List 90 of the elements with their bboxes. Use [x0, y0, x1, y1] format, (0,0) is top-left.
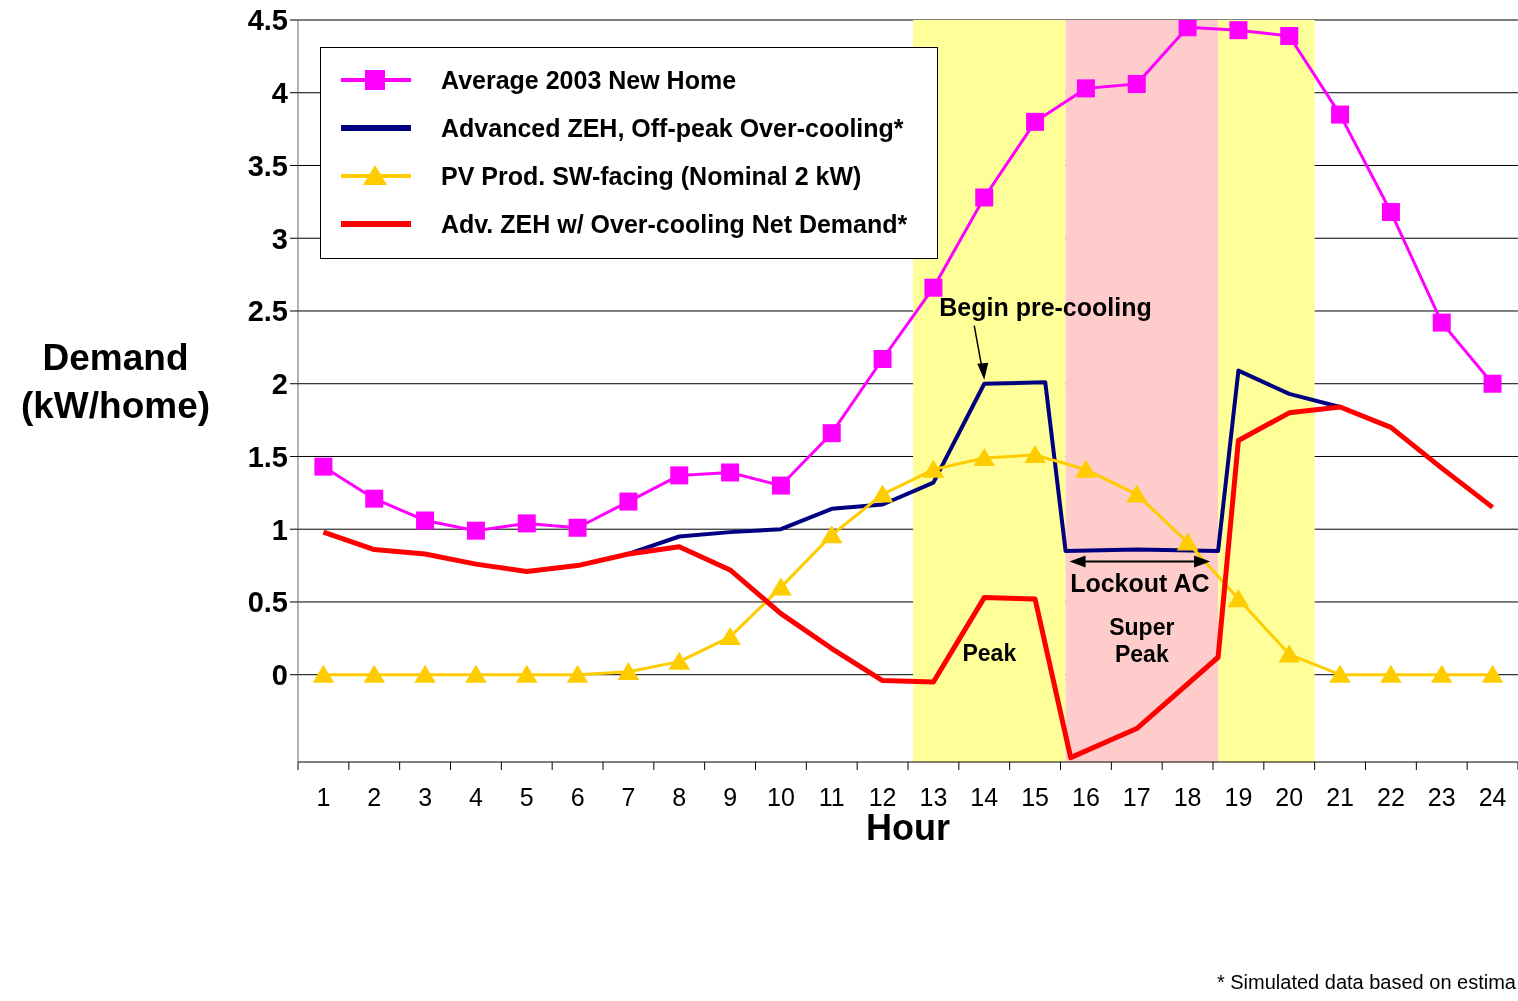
y-axis-title: Demand (kW/home) — [19, 336, 212, 429]
y-tick-label: 2.5 — [247, 295, 288, 328]
x-tick-label: 11 — [818, 783, 845, 811]
x-tick-label: 17 — [1122, 783, 1151, 811]
point — [314, 457, 333, 476]
point — [312, 664, 335, 683]
point — [1125, 484, 1148, 503]
point — [566, 664, 589, 683]
x-tick-label: 9 — [723, 783, 738, 811]
y-tick-label: 1.5 — [247, 440, 288, 473]
point — [363, 664, 386, 683]
point — [568, 518, 587, 537]
point — [1176, 532, 1199, 551]
annotation: Lockout AC — [1070, 568, 1210, 597]
point — [1381, 203, 1400, 222]
point — [414, 664, 436, 683]
point — [365, 489, 384, 508]
point — [465, 664, 487, 683]
point — [416, 511, 435, 530]
x-tick-label: 20 — [1275, 783, 1304, 811]
x-tick-label: 19 — [1224, 783, 1253, 811]
point — [771, 476, 790, 495]
point — [719, 626, 741, 645]
x-tick-label: 1 — [316, 783, 331, 811]
point — [617, 661, 640, 680]
x-tick-label: 16 — [1072, 783, 1100, 811]
point — [973, 448, 996, 467]
y-tick-label: 1 — [271, 513, 288, 546]
x-tick-label: 21 — [1326, 783, 1354, 811]
point — [1227, 589, 1250, 608]
legend-label: Advanced ZEH, Off-peak Over-cooling* — [441, 113, 904, 143]
x-tick-label: 18 — [1173, 783, 1202, 811]
x-tick-label: 6 — [570, 783, 585, 811]
point — [1024, 445, 1046, 464]
point — [873, 349, 892, 368]
point — [515, 664, 538, 683]
point — [822, 424, 841, 443]
x-tick-label: 23 — [1427, 783, 1456, 811]
x-tick-label: 3 — [418, 783, 433, 811]
point — [517, 514, 536, 533]
y-tick-label: 4.5 — [247, 4, 288, 37]
point — [1481, 664, 1504, 683]
point — [466, 521, 485, 540]
point — [1278, 644, 1301, 663]
point — [670, 466, 689, 485]
point — [668, 651, 691, 670]
legend-label: Average 2003 New Home — [441, 65, 737, 95]
point — [820, 525, 843, 544]
point — [1432, 313, 1451, 332]
text: * Simulated data based on estima — [1216, 971, 1516, 994]
y-tick-label: 2 — [271, 368, 288, 401]
point — [1178, 20, 1197, 37]
x-tick-label: 5 — [519, 783, 534, 811]
point — [1483, 374, 1502, 393]
point — [721, 463, 740, 482]
point — [871, 484, 894, 503]
point — [1026, 112, 1045, 131]
x-tick-label: 8 — [672, 783, 687, 811]
band-label: Peak — [962, 639, 1017, 666]
annotation: Begin pre-cooling — [939, 292, 1152, 321]
x-tick-label: 14 — [970, 783, 999, 811]
y-tick-label: 3 — [271, 222, 288, 255]
legend-label: Adv. ZEH w/ Over-cooling Net Demand* — [441, 209, 908, 239]
x-tick-label: 22 — [1377, 783, 1405, 811]
x-tick-label: 10 — [767, 783, 795, 811]
point — [975, 188, 994, 207]
legend-label: PV Prod. SW-facing (Nominal 2 kW) — [441, 161, 862, 191]
point — [924, 278, 943, 297]
y-tick-label: 3.5 — [247, 149, 288, 182]
point — [922, 459, 945, 478]
x-tick-label: 24 — [1478, 783, 1507, 811]
y-tick-label: 4 — [271, 77, 288, 110]
point — [1229, 21, 1248, 40]
point — [1076, 79, 1095, 98]
x-tick-label: 4 — [468, 783, 483, 811]
band-label: Super Peak — [1109, 613, 1175, 667]
point — [1329, 664, 1351, 683]
point — [770, 577, 792, 596]
point — [1380, 664, 1402, 683]
y-tick-label: 0.5 — [247, 586, 288, 619]
point — [1127, 75, 1146, 94]
point — [1331, 105, 1350, 124]
point — [1075, 459, 1097, 478]
point — [1430, 664, 1453, 683]
x-tick-label: 2 — [367, 783, 382, 811]
x-tick-label: 7 — [621, 783, 636, 811]
x-tick-label: 15 — [1021, 783, 1049, 811]
point — [1280, 27, 1299, 45]
point — [619, 492, 638, 511]
y-tick-label: 0 — [271, 659, 288, 691]
